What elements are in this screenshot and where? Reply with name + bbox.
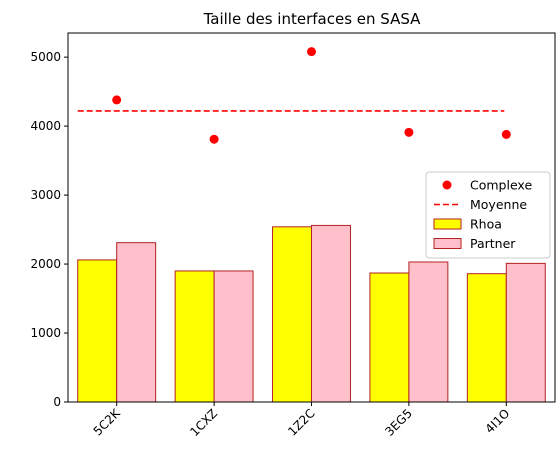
point-complexe-3eg5 <box>404 127 414 137</box>
point-complexe-1z2c <box>307 47 316 57</box>
x-tick-label-4i1o: 4I1O <box>483 406 513 436</box>
x-tick-label-3eg5: 3EG5 <box>382 406 415 439</box>
bar-partner-5c2k <box>116 242 157 403</box>
x-tick-label-1z2c: 1Z2C <box>285 406 317 438</box>
legend-label-complexe: Complexe <box>470 178 532 193</box>
bar-partner-3eg5 <box>408 261 449 403</box>
legend-marker-complexe <box>442 180 452 190</box>
legend-box <box>425 171 551 259</box>
legend-label-rhoa: Rhoa <box>470 217 502 232</box>
legend-marker-partner <box>433 238 462 249</box>
legend: Complexe Moyenne Rhoa Partner <box>425 171 551 259</box>
bar-partner-1z2c <box>311 224 351 403</box>
y-tick-label: 4000 <box>30 119 61 133</box>
legend-label-moyenne: Moyenne <box>470 197 527 212</box>
bar-rhoa-4i1o <box>466 273 507 403</box>
point-complexe-4i1o <box>501 129 511 139</box>
y-tick-label: 0 <box>53 395 61 409</box>
y-tick-label: 1000 <box>30 326 61 340</box>
y-tick-label: 5000 <box>30 50 61 64</box>
bar-partner-1cxz <box>213 270 254 403</box>
bar-rhoa-3eg5 <box>369 272 410 403</box>
bar-partner-4i1o <box>505 262 546 403</box>
x-tick-label-5c2k: 5C2K <box>91 405 124 438</box>
bar-rhoa-1cxz <box>174 270 215 403</box>
bar-rhoa-1z2c <box>272 226 313 403</box>
plot-area: 0 1000 2000 3000 4000 5000 5C2K 1CXZ 1Z2C 3EG5 4I1… <box>30 32 556 439</box>
y-tick-label: 2000 <box>30 257 61 271</box>
y-tick-label: 3000 <box>30 188 61 202</box>
x-tick-label-1cxz: 1CXZ <box>187 406 220 439</box>
chart-title: Taille des interfaces en SASA <box>203 10 422 28</box>
point-complexe-5c2k <box>112 95 122 105</box>
bar-rhoa-5c2k <box>77 259 118 403</box>
legend-label-partner: Partner <box>470 236 516 251</box>
legend-marker-rhoa <box>433 218 462 230</box>
point-complexe-1cxz <box>209 134 219 144</box>
